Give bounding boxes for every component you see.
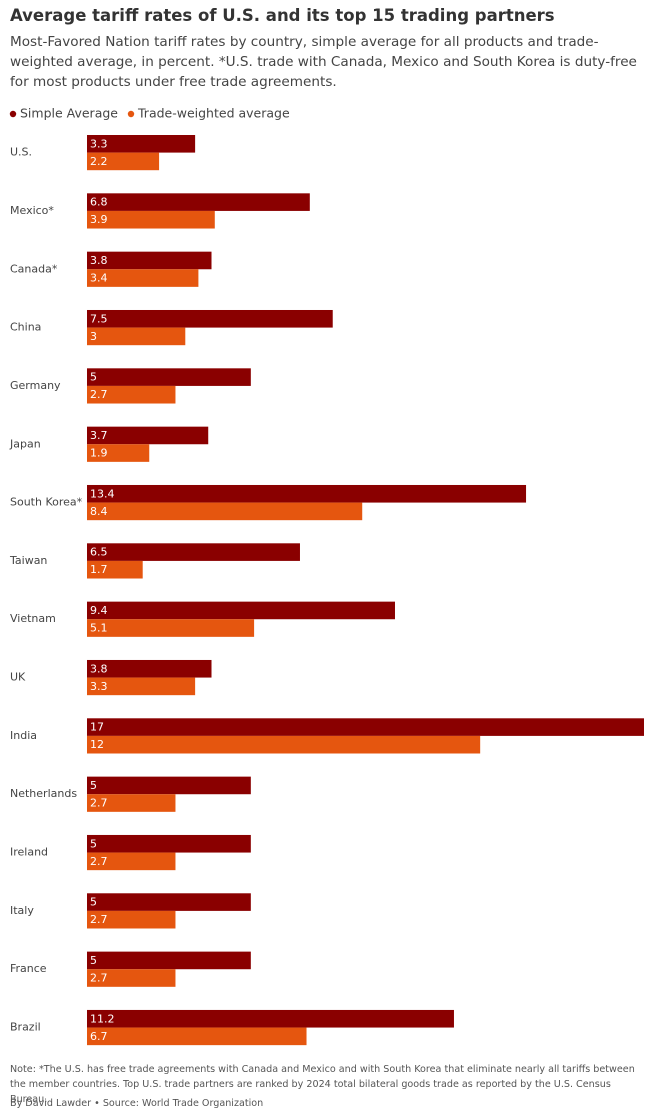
- category-label: Japan: [9, 437, 41, 450]
- bar: [87, 269, 199, 287]
- value-label: 2.7: [90, 855, 108, 868]
- bar: [87, 385, 176, 404]
- bar: [87, 794, 176, 812]
- bar: [87, 193, 310, 211]
- category-label: Brazil: [10, 1021, 41, 1034]
- value-label: 3.3: [90, 680, 108, 693]
- category-label: South Korea*: [10, 496, 83, 509]
- note: Note: *The U.S. has free trade agreement…: [10, 1064, 635, 1105]
- legend-marker: [9, 110, 17, 118]
- bar: [87, 426, 209, 445]
- bar: [87, 210, 215, 229]
- bar: [87, 951, 251, 970]
- category-label: France: [10, 962, 47, 975]
- value-label: 2.7: [90, 972, 108, 985]
- category-label: Mexico*: [10, 204, 54, 217]
- value-label: 5: [90, 896, 97, 909]
- category-label: Ireland: [10, 846, 48, 859]
- bar: [87, 327, 186, 346]
- bar: [87, 152, 160, 171]
- value-label: 3.4: [90, 272, 108, 285]
- bar: [87, 251, 212, 270]
- bar: [87, 852, 176, 871]
- source: By David Lawder • Source: World Trade Or…: [10, 1098, 264, 1109]
- bar: [87, 601, 395, 620]
- value-label: 6.8: [90, 196, 108, 209]
- category-label: Netherlands: [10, 787, 77, 800]
- legend-marker: [127, 110, 135, 118]
- chart-subtitle: Most-Favored Nation tariff rates by coun…: [10, 34, 637, 90]
- bar: [87, 1009, 454, 1028]
- value-label: 2.7: [90, 388, 108, 401]
- value-label: 3.7: [90, 429, 108, 442]
- value-label: 6.7: [90, 1030, 108, 1043]
- value-label: 3.3: [90, 137, 108, 150]
- category-label: China: [10, 321, 41, 334]
- bar: [87, 718, 644, 736]
- bar: [87, 484, 527, 503]
- value-label: 12: [90, 738, 104, 751]
- legend-label: Trade-weighted average: [137, 106, 290, 121]
- value-label: 3.9: [90, 213, 108, 226]
- category-label: Italy: [10, 904, 34, 917]
- value-label: 9.4: [90, 604, 108, 617]
- value-label: 2.7: [90, 797, 108, 810]
- bar: [87, 834, 251, 853]
- legend-label: Simple Average: [20, 106, 118, 121]
- category-label: Taiwan: [9, 554, 47, 567]
- bar: [87, 502, 363, 521]
- bar: [87, 543, 300, 561]
- bar: [87, 368, 251, 386]
- value-label: 3.8: [90, 662, 108, 675]
- category-label: Canada*: [10, 262, 58, 275]
- value-label: 5: [90, 954, 97, 967]
- value-label: 7.5: [90, 312, 108, 325]
- value-label: 1.9: [90, 447, 108, 460]
- value-label: 8.4: [90, 505, 108, 518]
- value-label: 3.8: [90, 254, 108, 267]
- bar: [87, 776, 251, 795]
- chart-title: Average tariff rates of U.S. and its top…: [10, 6, 555, 25]
- value-label: 1.7: [90, 563, 108, 576]
- value-label: 5: [90, 837, 97, 850]
- bar: [87, 135, 196, 153]
- value-label: 6.5: [90, 546, 108, 559]
- bar: [87, 735, 481, 754]
- value-label: 5.1: [90, 622, 108, 635]
- value-label: 2.7: [90, 913, 108, 926]
- category-label: Vietnam: [10, 612, 56, 625]
- category-label: Germany: [10, 379, 61, 392]
- bar: [87, 619, 255, 637]
- value-label: 2.2: [90, 155, 108, 168]
- bar: [87, 444, 150, 462]
- value-label: 13.4: [90, 487, 115, 500]
- bar: [87, 969, 176, 987]
- bar: [87, 309, 333, 328]
- category-label: UK: [10, 671, 26, 684]
- value-label: 17: [90, 721, 104, 734]
- value-label: 5: [90, 779, 97, 792]
- category-label: U.S.: [10, 146, 32, 159]
- bar: [87, 910, 176, 929]
- category-label: India: [10, 729, 37, 742]
- bar: [87, 893, 251, 911]
- value-label: 5: [90, 371, 97, 384]
- bar: [87, 659, 212, 678]
- bar: [87, 560, 143, 579]
- bar: [87, 677, 196, 696]
- bar: [87, 1027, 307, 1046]
- value-label: 3: [90, 330, 97, 343]
- value-label: 11.2: [90, 1012, 115, 1025]
